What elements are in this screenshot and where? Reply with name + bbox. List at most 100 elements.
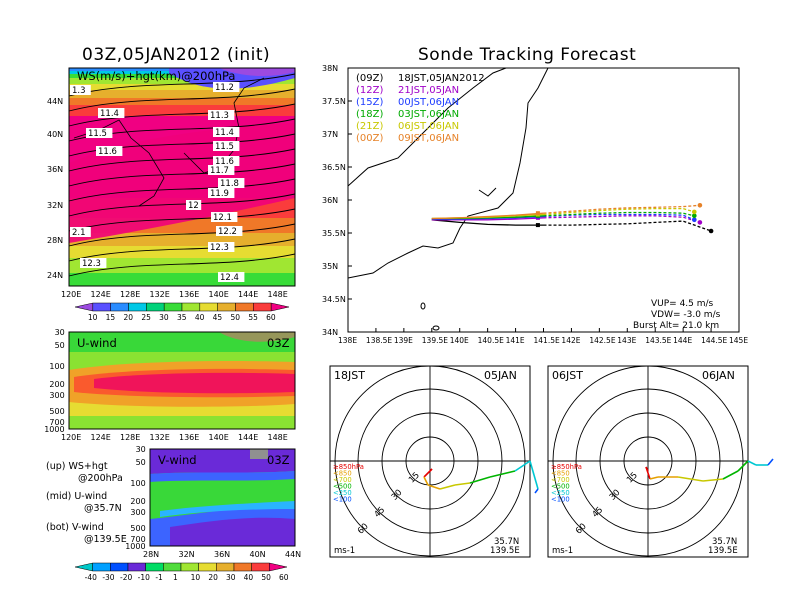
vwind-colorbar-label: 60 — [279, 573, 289, 582]
legend-time: 21JST,05JAN — [398, 85, 459, 96]
vwind-p-label: 100 — [130, 479, 145, 488]
legend-code: (12Z) — [356, 85, 383, 96]
hodograph-segment — [702, 478, 724, 482]
hodograph-segment — [427, 484, 441, 490]
vwind-colorbar-label: 30 — [226, 573, 236, 582]
main-lon-label: 141.5E — [534, 336, 560, 345]
uwind-time: 03Z — [267, 336, 290, 350]
track-descent — [543, 207, 695, 216]
hodograph-level-label: <500 — [333, 483, 352, 491]
uwind-frame — [68, 331, 296, 430]
track-burst-point — [535, 211, 540, 216]
lat-tick-label: 32N — [47, 201, 63, 210]
main-lat-label: 36N — [322, 196, 338, 205]
hodograph-level-label: <850 — [551, 470, 570, 478]
legend-time: 06JST,06JAN — [398, 121, 459, 132]
track-burst-point — [535, 223, 540, 228]
lon-tick-label: 128E — [120, 290, 140, 299]
uwind-sfc — [69, 416, 295, 429]
vwind-p-label: 300 — [130, 508, 145, 517]
vwind-colorbar-label: -30 — [102, 573, 114, 582]
param-burst: Burst Alt= 21.0 km — [633, 321, 719, 331]
hodograph-level-label: ≥850hPa — [551, 463, 582, 471]
ws-band — [69, 78, 295, 84]
note-up: (up) WS+hgt @200hPa — [46, 461, 123, 485]
hodograph-level-label: <850 — [333, 470, 352, 478]
hodograph-level-label: <100 — [551, 496, 570, 504]
main-lat-label: 36.5N — [322, 163, 346, 172]
note-up-line1: (up) WS+hgt — [46, 461, 108, 472]
hodograph-time: 18JST — [334, 369, 365, 382]
vwind-lat-label: 32N — [179, 550, 195, 559]
hgt-contour — [68, 133, 296, 157]
left-panel-title: 03Z,05JAN2012 (init) — [82, 45, 271, 65]
track-descent — [543, 211, 695, 217]
track-ascent — [431, 217, 544, 221]
legend-time: 18JST,05JAN2012 — [398, 73, 485, 84]
param-vdw: VDW= -3.0 m/s — [651, 310, 721, 320]
hgt-label: 11.6 — [98, 147, 117, 157]
ws-band — [69, 105, 295, 116]
track-descent — [543, 220, 712, 232]
ws-colorbar-label: 15 — [106, 313, 116, 322]
main-lat-label: 35N — [322, 262, 338, 271]
hodograph-segment — [534, 488, 539, 494]
hgt-contour — [68, 163, 296, 187]
vwind-colorbar-label: -1 — [155, 573, 163, 582]
hodograph-segment — [454, 482, 471, 486]
hodograph-segment — [677, 476, 704, 482]
hgt-label-bg — [213, 127, 240, 137]
vwind-p-label: 1000 — [125, 542, 145, 551]
vwind-p-label: 200 — [130, 497, 145, 506]
vwind-colorbar-label: -40 — [85, 573, 97, 582]
hodograph-level-label: <250 — [333, 489, 352, 497]
ws-band — [69, 90, 295, 98]
ws-colorbar-label: 40 — [195, 313, 205, 322]
ws-jet-core — [69, 123, 295, 243]
hgt-label: 12.3 — [82, 259, 101, 269]
main-lon-label: 144E — [673, 336, 692, 345]
lon-tick-label: 140E — [209, 290, 229, 299]
vwind-cyan — [160, 501, 295, 517]
hodograph-date: 05JAN — [484, 369, 517, 382]
main-lon-label: 145E — [729, 336, 748, 345]
note-mid: (mid) U-wind @35.7N — [46, 491, 122, 515]
hgt-label-bg — [186, 200, 202, 210]
ws-colorbar-label: 60 — [266, 313, 276, 322]
uwind-gray — [219, 332, 295, 342]
hodograph-segment — [722, 470, 739, 480]
legend-code: (00Z) — [356, 133, 383, 144]
hodograph-segment — [645, 466, 651, 480]
main-panel-title: Sonde Tracking Forecast — [418, 45, 637, 65]
track-ascent — [431, 212, 544, 220]
hgt-label-bg — [213, 156, 240, 166]
hgt-label-bg — [216, 226, 243, 236]
main-lat-label: 38N — [322, 64, 338, 73]
uwind-label: U-wind — [77, 336, 117, 350]
uwind-lon-label: 140E — [209, 433, 229, 442]
hodograph-level-label: <250 — [551, 489, 570, 497]
vwind-p-label: 500 — [130, 524, 145, 533]
hgt-contour — [68, 208, 296, 232]
lat-tick-label: 24N — [47, 271, 63, 280]
hodograph-segment — [469, 476, 491, 484]
hgt-contour — [68, 253, 296, 277]
ws-band — [69, 98, 295, 105]
note-bot-line1: (bot) V-wind — [46, 522, 104, 533]
main-lon-label: 138.5E — [366, 336, 392, 345]
hodograph-segment — [439, 484, 456, 490]
track-landing-point — [697, 220, 703, 225]
uwind-lon-label: 132E — [150, 433, 170, 442]
hgt-label-bg — [98, 108, 125, 118]
hodograph-lon: 139.5E — [708, 546, 738, 556]
uwind-p-label: 300 — [49, 391, 64, 400]
main-lon-label: 140E — [450, 336, 469, 345]
hgt-label: 11.6 — [215, 157, 234, 167]
vwind-colorbar-label: 40 — [244, 573, 254, 582]
ws-colorbar-label: 25 — [141, 313, 151, 322]
coast-japan — [183, 77, 265, 174]
ws-band — [69, 246, 295, 258]
hgt-label: 12.1 — [213, 213, 232, 223]
